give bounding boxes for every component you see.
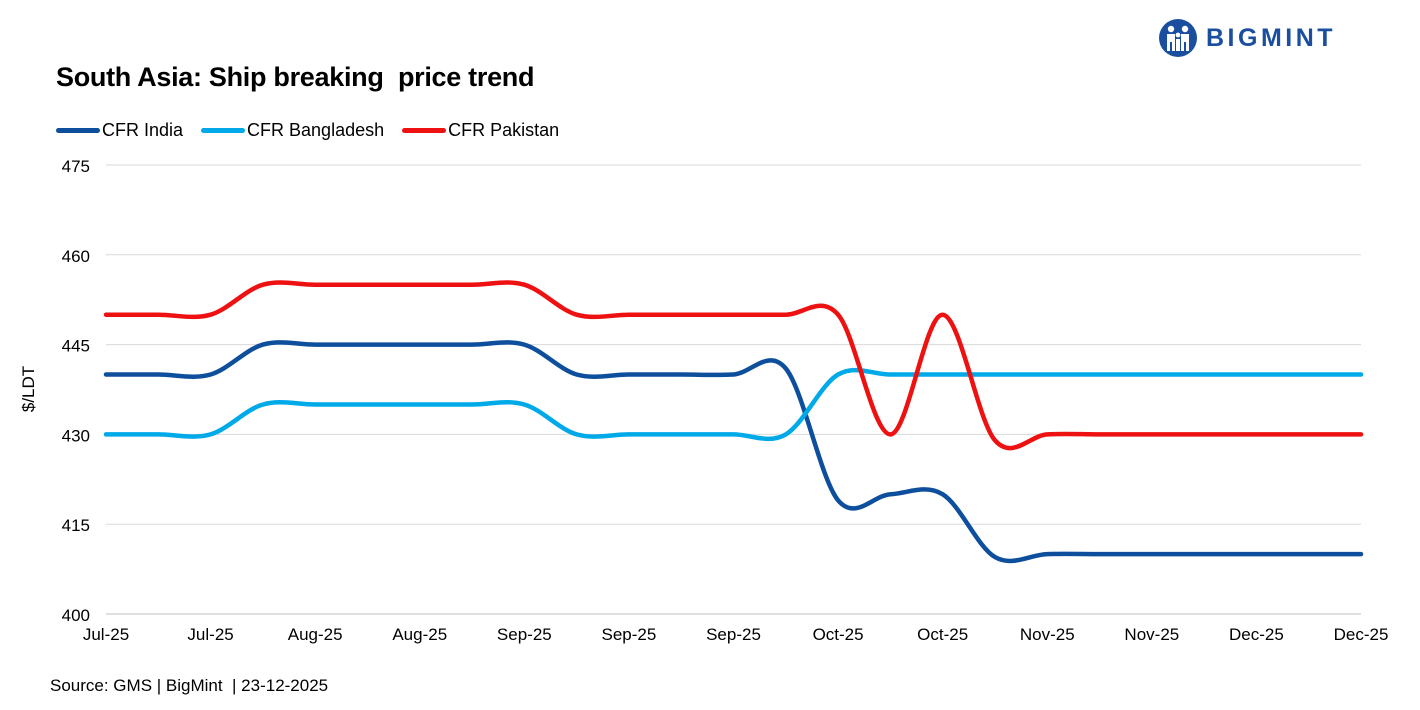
chart-legend: CFR India CFR Bangladesh CFR Pakistan — [56, 120, 577, 141]
x-tick-label: Jul-25 — [187, 625, 233, 644]
x-tick-label: Sep-25 — [497, 625, 552, 644]
legend-item-cfr-pakistan: CFR Pakistan — [402, 120, 559, 141]
brand-name: BIGMINT — [1206, 23, 1337, 52]
chart-title: South Asia: Ship breaking price trend — [56, 62, 535, 92]
legend-label: CFR India — [102, 120, 184, 140]
legend-label: CFR Pakistan — [448, 120, 560, 140]
legend-item-cfr-bangladesh: CFR Bangladesh — [201, 120, 384, 141]
y-tick-label: 400 — [62, 606, 90, 625]
x-tick-label: Aug-25 — [392, 625, 447, 644]
x-tick-label: Dec-25 — [1334, 625, 1389, 644]
legend-swatch — [56, 128, 100, 133]
legend-swatch — [402, 128, 447, 133]
x-tick-label: Sep-25 — [602, 625, 657, 644]
source-note: Source: GMS | BigMint | 23-12-2025 — [50, 676, 329, 695]
series-line-cfr-india — [103, 340, 1364, 564]
x-tick-label: Aug-25 — [288, 625, 343, 644]
x-tick-label: Oct-25 — [813, 625, 864, 644]
series-line-cfr-pakistan — [103, 280, 1364, 451]
y-tick-label: 475 — [62, 157, 90, 176]
legend-swatch — [201, 128, 246, 133]
y-axis-label: $/LDT — [19, 366, 38, 412]
x-tick-label: Sep-25 — [706, 625, 761, 644]
brand-logo: BIGMINT — [1158, 18, 1336, 58]
x-tick-label: Oct-25 — [917, 625, 968, 644]
legend-label: CFR Bangladesh — [247, 120, 385, 140]
line-chart: 400 415 430 445 460 475 Jul-25 Jul-25 Aug-25 Aug-… — [19, 157, 1389, 644]
y-tick-label: 445 — [62, 337, 90, 356]
series-line-cfr-bangladesh — [103, 367, 1364, 442]
x-tick-label: Nov-25 — [1020, 625, 1075, 644]
legend-item-cfr-india: CFR India — [56, 120, 183, 141]
y-tick-label: 460 — [62, 247, 90, 266]
x-tick-label: Dec-25 — [1229, 625, 1284, 644]
y-tick-label: 430 — [62, 426, 90, 445]
x-tick-label: Jul-25 — [83, 625, 129, 644]
y-tick-label: 415 — [62, 516, 90, 535]
x-tick-label: Nov-25 — [1124, 625, 1179, 644]
bigmint-people-icon — [1159, 19, 1197, 57]
